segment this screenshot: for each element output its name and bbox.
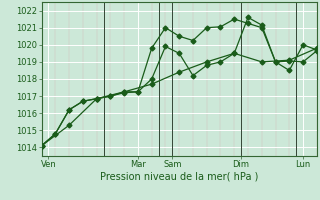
X-axis label: Pression niveau de la mer( hPa ): Pression niveau de la mer( hPa ) <box>100 172 258 182</box>
